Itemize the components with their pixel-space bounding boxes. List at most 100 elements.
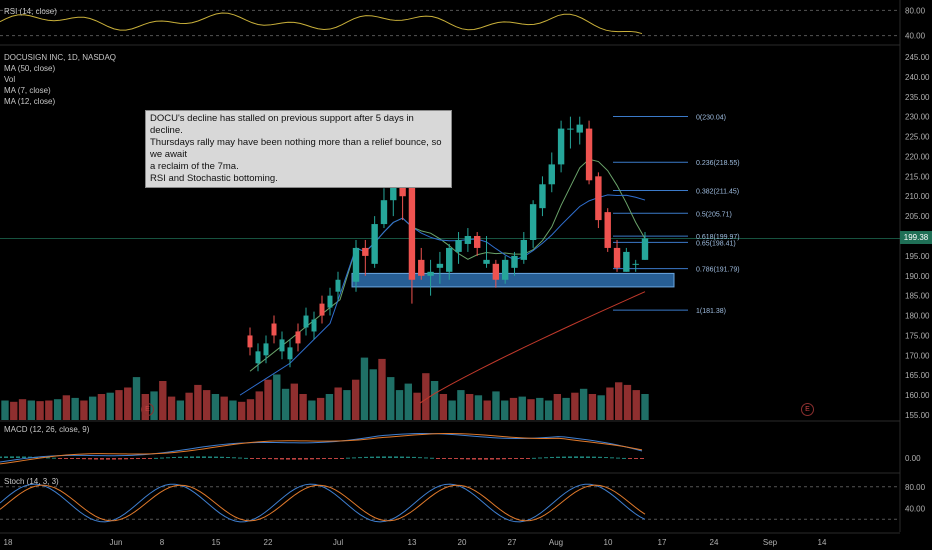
macd-histogram-bar xyxy=(250,458,254,459)
macd-histogram-bar xyxy=(526,458,530,459)
candle-body xyxy=(520,239,528,260)
time-axis-label: 22 xyxy=(264,538,273,547)
macd-histogram-bar xyxy=(634,458,638,459)
fib-level-label: 0(230.04) xyxy=(696,115,726,122)
candle-body xyxy=(613,247,621,268)
stoch-axis-label: 40.00 xyxy=(905,504,926,513)
volume-bar xyxy=(632,390,640,420)
volume-bar xyxy=(395,390,404,420)
candle-body xyxy=(567,128,574,130)
earnings-icon[interactable]: E xyxy=(141,403,154,416)
earnings-icon[interactable]: E xyxy=(801,403,814,416)
volume-bar xyxy=(132,377,141,420)
volume-bar xyxy=(369,369,377,420)
volume-bar xyxy=(167,396,176,420)
volume-bar xyxy=(176,400,185,420)
macd-histogram-bar xyxy=(532,457,536,459)
macd-histogram-bar xyxy=(238,457,242,459)
volume-bar xyxy=(115,390,123,420)
macd-histogram-bar xyxy=(148,458,152,459)
volume-bar xyxy=(10,401,18,420)
volume-bar xyxy=(281,388,290,420)
candle-body xyxy=(473,236,481,248)
macd-histogram-bar xyxy=(550,456,554,458)
volume-bar xyxy=(413,392,421,420)
candle-body xyxy=(501,259,509,280)
macd-histogram-bar xyxy=(64,458,68,459)
price-tick-label: 195.00 xyxy=(905,252,930,261)
candle-body xyxy=(492,263,500,280)
volume-bar xyxy=(27,400,35,420)
ma50-legend: MA (50, close) xyxy=(4,64,56,73)
time-axis-label: 24 xyxy=(710,538,719,547)
macd-histogram-bar xyxy=(16,456,20,458)
volume-bar xyxy=(308,400,316,420)
candle-body xyxy=(380,200,388,225)
candle-body xyxy=(455,239,462,252)
macd-histogram-bar xyxy=(214,456,218,458)
volume-bar xyxy=(194,384,202,420)
note-line: RSI and Stochastic bottoming. xyxy=(150,173,278,184)
candle-body xyxy=(557,128,565,165)
volume-bar xyxy=(106,392,114,420)
volume-bar xyxy=(641,394,649,420)
fib-level-label: 0.236(218.55) xyxy=(696,160,740,167)
volume-bar xyxy=(465,394,474,420)
macd-histogram-bar xyxy=(124,458,128,460)
volume-bar xyxy=(509,397,518,420)
volume-bar xyxy=(439,394,448,420)
macd-histogram-bar xyxy=(520,458,524,459)
macd-histogram-bar xyxy=(478,458,482,460)
stoch-k-line xyxy=(0,483,646,523)
time-axis-label: Jun xyxy=(110,538,123,547)
candle-body xyxy=(511,255,518,268)
price-tick-label: 240.00 xyxy=(905,73,930,82)
volume-bar xyxy=(18,399,27,420)
macd-histogram-bar xyxy=(580,456,584,458)
macd-histogram-bar xyxy=(334,458,338,459)
volume-bar xyxy=(290,383,298,420)
price-tick-label: 205.00 xyxy=(905,212,930,221)
macd-histogram-bar xyxy=(82,458,86,460)
macd-histogram-bar xyxy=(190,456,194,458)
macd-histogram-bar xyxy=(160,457,164,459)
fib-level-label: 0.5(205.71) xyxy=(696,211,732,218)
macd-histogram-bar xyxy=(76,458,80,459)
macd-histogram-bar xyxy=(466,458,470,460)
macd-histogram-bar xyxy=(208,456,212,458)
volume-bar xyxy=(448,400,456,420)
candle-body xyxy=(548,164,555,185)
time-axis-label: 8 xyxy=(160,538,165,547)
stoch-d-line xyxy=(0,484,646,522)
volume-bar xyxy=(273,374,281,420)
ma7-legend: MA (7, close) xyxy=(4,86,51,95)
macd-histogram-bar xyxy=(298,458,302,460)
macd-histogram-bar xyxy=(364,456,368,458)
macd-histogram-bar xyxy=(436,458,440,459)
macd-histogram-bar xyxy=(244,457,248,459)
symbol-legend: DOCUSIGN INC, 1D, NASDAQ xyxy=(4,53,117,62)
candle-body xyxy=(362,247,369,256)
time-axis-label: 18 xyxy=(4,538,13,547)
macd-histogram-bar xyxy=(280,458,284,460)
candle-body xyxy=(399,184,406,197)
macd-histogram-bar xyxy=(46,457,50,459)
volume-bar xyxy=(316,397,325,420)
macd-histogram-bar xyxy=(508,458,512,460)
volume-bar xyxy=(80,400,88,420)
macd-histogram-bar xyxy=(22,456,26,458)
macd-histogram-bar xyxy=(304,458,308,460)
macd-histogram-bar xyxy=(502,458,506,460)
macd-histogram-bar xyxy=(310,458,314,460)
macd-histogram-bar xyxy=(472,458,476,460)
time-axis-label: Sep xyxy=(763,538,778,547)
macd-histogram-bar xyxy=(292,458,296,460)
macd-histogram-bar xyxy=(94,458,98,460)
macd-histogram-bar xyxy=(0,456,2,458)
volume-bar xyxy=(97,394,106,420)
rsi-axis-label: 80.00 xyxy=(905,6,926,15)
candle-body xyxy=(641,238,649,260)
ma12-legend: MA (12, close) xyxy=(4,97,56,106)
time-axis-label: 17 xyxy=(658,538,667,547)
